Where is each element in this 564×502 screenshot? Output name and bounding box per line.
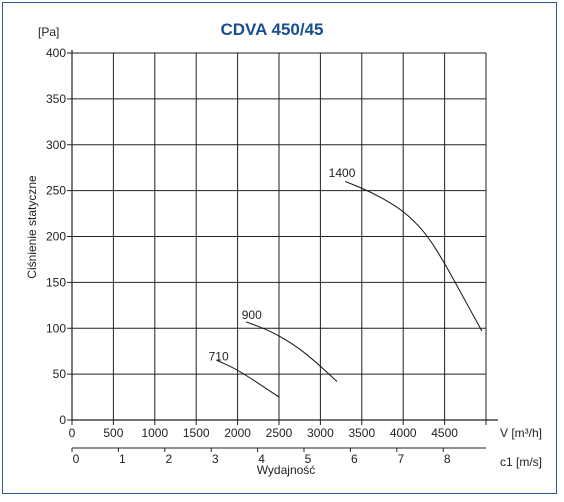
y-tick-label: 50 — [53, 367, 67, 381]
x-flow-unit-label: V [m³/h] — [500, 426, 542, 440]
chart-title: CDVA 450/45 — [221, 20, 324, 39]
x-velocity-tick-label: 1 — [119, 452, 126, 466]
x-flow-tick-label: 3500 — [348, 426, 375, 440]
x-velocity-tick-label: 6 — [351, 452, 358, 466]
curve-900 — [245, 321, 338, 382]
x-velocity-tick-label: 8 — [444, 452, 451, 466]
y-tick-label: 0 — [59, 413, 66, 427]
x-flow-tick-label: 4000 — [390, 426, 417, 440]
x-flow-tick-label: 1500 — [183, 426, 210, 440]
y-tick-label: 100 — [46, 321, 66, 335]
x-flow-tick-label: 2000 — [224, 426, 251, 440]
x-velocity-tick-label: 7 — [397, 452, 404, 466]
x-velocity-tick-label: 4 — [258, 452, 265, 466]
x-velocity-tick-label: 0 — [73, 452, 80, 466]
x-velocity-tick-label: 2 — [165, 452, 172, 466]
x-flow-tick-label: 3000 — [307, 426, 334, 440]
curve-710 — [216, 359, 280, 398]
curve-label-900: 900 — [242, 308, 262, 322]
x-flow-tick-label: 1000 — [141, 426, 168, 440]
x-velocity-tick-label: 3 — [212, 452, 219, 466]
y-tick-label: 200 — [46, 230, 66, 244]
curve-1400 — [345, 180, 483, 332]
x-flow-tick-label: 2500 — [266, 426, 293, 440]
curve-label-710: 710 — [209, 349, 229, 363]
x-flow-tick-label: 4500 — [431, 426, 458, 440]
curve-label-1400: 1400 — [329, 166, 356, 180]
y-unit-label: [Pa] — [38, 25, 59, 39]
x-flow-tick-label: 500 — [103, 426, 123, 440]
y-tick-label: 350 — [46, 92, 66, 106]
x-axis-label: Wydajność — [257, 463, 316, 477]
y-axis-label: Ciśnienie statyczne — [25, 175, 39, 279]
y-tick-label: 150 — [46, 275, 66, 289]
x-velocity-unit-label: c1 [m/s] — [500, 455, 542, 469]
y-tick-label: 300 — [46, 138, 66, 152]
y-tick-label: 250 — [46, 184, 66, 198]
x-flow-tick-label: 0 — [69, 426, 76, 440]
y-tick-label: 400 — [46, 46, 66, 60]
x-velocity-tick-label: 5 — [305, 452, 312, 466]
